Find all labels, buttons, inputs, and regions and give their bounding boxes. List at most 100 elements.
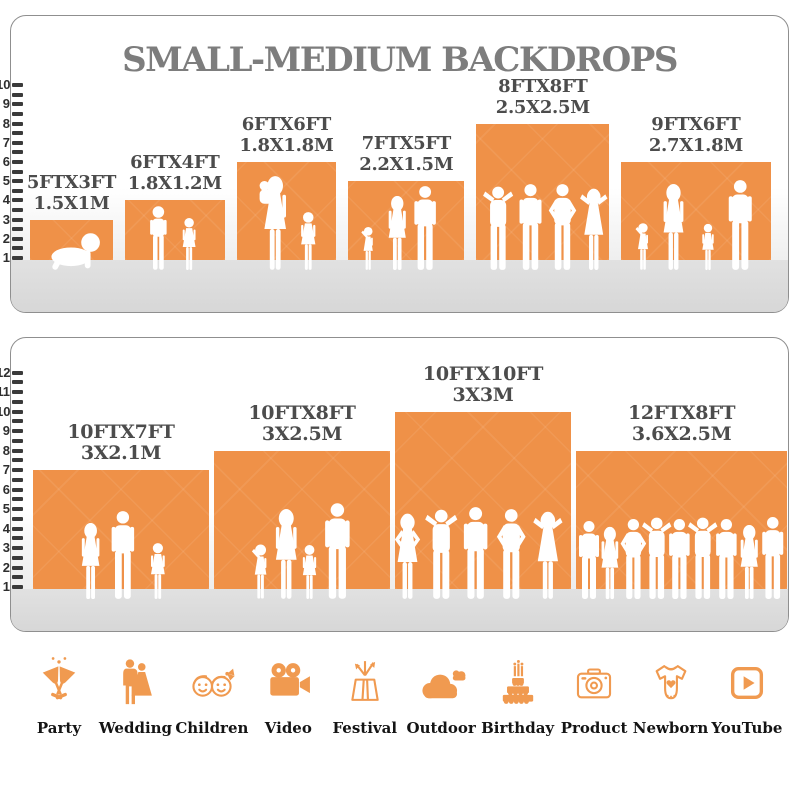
person-silhouette-toddler [635,223,648,270]
backdrop-bar [214,450,390,589]
axis-tick [12,555,23,560]
person-silhouette-man-up [424,509,457,599]
size-feet-text: 6FTX6FT [241,114,332,135]
axis-tick [12,438,23,443]
children-icon [192,667,236,697]
axis-tick [12,121,23,126]
person-silhouette-man-hips [496,509,526,599]
youtube-icon [730,666,763,700]
backdrop-size-label: 12FTX8FT 3.6X2.5M [572,401,792,445]
axis-tick [12,370,23,375]
size-meters-text: 3X3M [452,383,514,406]
category-label: Product [560,719,628,737]
axis-tick [12,140,23,145]
axis-tick [12,179,23,184]
category-item-festival: Festival [328,656,402,737]
category-icons-row: Party Wedding Children Video Festival Outdoor… [22,656,784,737]
axis-tick [12,131,23,136]
backdrop-size-label: 5FTX3FT 1.5X1M [0,172,182,214]
backdrop-size-label: 6FTX6FT 1.8X1.8M [176,114,396,156]
axis-tick [12,217,23,222]
backdrop-size-label: 8FTX8FT 2.5X2.5M [433,76,653,118]
axis-tick [12,497,23,502]
size-meters-text: 1.8X1.8M [239,135,334,156]
person-silhouette-man [111,511,134,599]
backdrop-size-label: 10FTX7FT 3X2.1M [11,422,231,464]
axis-tick-label: 4 [2,520,10,536]
festival-icon [351,660,379,701]
axis-tick-label: 8 [2,442,10,458]
person-silhouette-man-hips [548,184,577,270]
axis-tick-label: 7 [2,462,10,477]
axis-tick [12,546,23,550]
axis-tick [12,169,23,174]
size-feet-text: 12FTX8FT [627,401,736,424]
person-silhouette-girl [702,223,714,271]
product-icon [576,668,612,699]
person-silhouette-woman [663,184,684,270]
person-silhouette-man [464,507,488,599]
category-item-outdoor: Outdoor [404,656,478,737]
axis-tick [12,198,23,203]
axis-tick-label: 6 [2,154,10,169]
axis-tick [12,429,23,433]
person-silhouette-toddler [361,227,374,270]
person-silhouette-woman-hips [394,513,420,599]
size-meters-text: 2.2X1.5M [359,154,454,176]
axis-tick-label: 7 [2,134,10,150]
category-item-wedding: Wedding [98,656,172,737]
axis-tick-label: 12 [0,364,11,380]
axis-tick [12,390,23,394]
size-feet-text: 8FTX8FT [498,75,588,97]
backdrop-size-label: 10FTX8FT 3X2.5M [192,401,412,445]
axis-tick [12,487,23,492]
axis-tick [12,380,23,385]
axis-tick-label: 2 [2,559,10,575]
axis-tick-label: 10 [0,77,11,93]
page-title: SMALL-MEDIUM BACKDROPS [122,40,678,80]
axis-tick [12,83,23,88]
axis-tick [12,585,23,589]
small-medium-backdrops-panel: SMALL-MEDIUM BACKDROPS 1 2 3 4 5 6 7 8 9 10 5FTX3F… [0,15,789,313]
person-silhouette-girl [302,545,316,599]
axis-tick-label: 9 [2,96,10,112]
axis-tick [12,575,23,580]
size-meters-text: 3X2.5M [261,422,343,445]
person-silhouette-baby [51,233,101,271]
axis-tick [12,477,23,482]
axis-tick [12,468,23,472]
category-label: Party [36,719,82,737]
person-silhouette-man [761,517,783,599]
axis-tick [12,208,23,212]
category-label: YouTube [711,719,783,737]
person-silhouette-man-up [482,186,513,270]
size-meters-text: 2.7X1.8M [648,135,743,156]
axis-tick [12,160,23,164]
person-silhouette-girl [182,218,196,270]
axis-tick [12,150,23,155]
axis-tick [12,112,23,116]
category-item-party: Party [22,656,96,737]
size-meters-text: 3X2.1M [80,442,162,464]
size-meters-text: 1.5X1M [33,192,110,214]
person-silhouette-man [729,180,753,270]
category-item-youtube: YouTube [710,656,784,737]
newborn-icon [655,665,686,700]
size-feet-text: 10FTX8FT [248,401,356,424]
person-silhouette-toddler [251,544,267,599]
axis-tick-label: 3 [2,540,10,555]
axis-tick [12,227,23,232]
category-label: Wedding [98,719,173,737]
category-label: Children [175,719,249,737]
axis-tick-label: 9 [2,423,10,438]
category-label: Newborn [632,719,709,737]
axis-tick [12,507,23,511]
backdrop-bar [125,200,225,260]
axis-tick-label: 4 [2,192,10,208]
axis-tick [12,419,23,424]
axis-tick [12,236,23,241]
axis-tick [12,92,23,97]
axis-tick-label: 5 [2,173,10,189]
size-feet-text: 7FTX5FT [361,133,452,155]
